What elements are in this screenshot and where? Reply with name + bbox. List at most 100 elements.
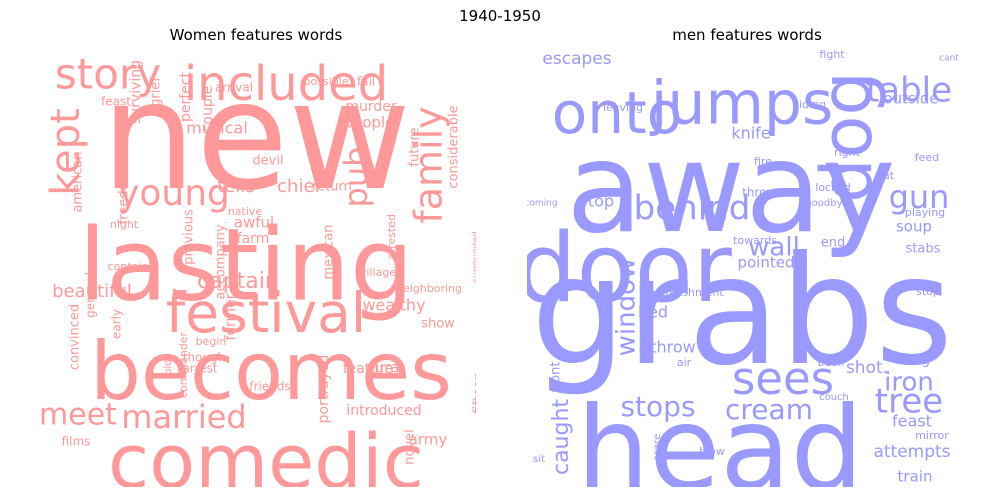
word-men-escapes: escapes xyxy=(542,49,611,69)
word-women-convinced: convinced xyxy=(68,304,83,370)
women-wordcloud-panel: new lasting becomes comedic festival included… xyxy=(36,47,476,487)
word-women-tells: tells xyxy=(217,176,255,197)
word-women-couple: couple xyxy=(200,86,216,133)
word-women-american: american xyxy=(71,152,86,213)
word-men-fire: fire xyxy=(754,155,772,168)
word-women-possible: possible xyxy=(303,75,348,88)
word-men-away: away xyxy=(566,116,895,261)
word-women-accompany: accompany xyxy=(214,224,229,299)
word-men-hiding: hiding xyxy=(792,98,826,111)
word-men-feast: feast xyxy=(892,412,932,431)
word-men-table: table xyxy=(866,71,952,111)
word-men-shot: shot. xyxy=(846,358,888,378)
word-women-contain: contain xyxy=(108,260,149,273)
word-men-caught: caught xyxy=(549,399,574,475)
word-men-coming: coming xyxy=(527,199,558,209)
word-men-cant: cant xyxy=(939,54,959,64)
word-men-fight: fight xyxy=(819,48,845,61)
word-women-awful: awful xyxy=(234,214,274,232)
word-men-leaving: leaving xyxy=(603,101,643,114)
word-women-night: night xyxy=(110,218,139,231)
word-women-show: show xyxy=(421,317,455,332)
word-men-stops: stops xyxy=(620,390,695,423)
word-women-though: though xyxy=(183,351,225,365)
right-wordcloud-title: men features words xyxy=(672,26,822,44)
word-men-soup: soup xyxy=(896,218,932,236)
word-women-previous: previous xyxy=(182,209,197,265)
word-women-old: old xyxy=(163,359,174,374)
word-women-friends: friends xyxy=(249,380,290,394)
word-men-outside: outside xyxy=(883,90,938,108)
word-men-cream: cream xyxy=(725,393,813,426)
word-men-thrown: thrown xyxy=(742,186,784,200)
word-women-rural: rural xyxy=(368,359,403,377)
word-men-stop: stop xyxy=(916,285,940,298)
word-men-front: front xyxy=(549,362,564,393)
word-women-begin: begin xyxy=(196,335,227,348)
word-men-pointed: pointed xyxy=(737,254,794,272)
word-women-freedom: freedom xyxy=(117,170,132,225)
word-women-people: people xyxy=(344,114,395,132)
word-men-bush: bush xyxy=(818,356,845,369)
word-women-surrounded: surrounded xyxy=(472,231,477,282)
word-women-films: films xyxy=(62,435,91,449)
word-women-feature: feature xyxy=(343,361,394,377)
word-men-tree: tree xyxy=(875,382,943,422)
word-women-pub: pub xyxy=(337,147,375,208)
word-men-stabs: stabs xyxy=(906,242,941,257)
word-men-mirror: mirror xyxy=(915,429,949,442)
word-men-jumps: jumps xyxy=(649,69,834,139)
word-men-knife: knife xyxy=(731,124,770,143)
word-women-beautiful: beautiful xyxy=(52,281,132,302)
word-women-captain: captain xyxy=(197,269,279,294)
word-women-commander: commander xyxy=(177,331,190,398)
word-men-towards: towards xyxy=(733,234,777,247)
word-women-village: village xyxy=(360,266,396,279)
word-women-arrest: arrest xyxy=(182,362,217,376)
word-men-window: window xyxy=(612,258,642,357)
word-men-train: train xyxy=(898,468,933,486)
word-men-couch: couch xyxy=(819,392,849,403)
word-women-mexican: mexican xyxy=(322,224,337,279)
word-men-onto: onto xyxy=(552,79,682,147)
word-men-behind: behind xyxy=(634,189,751,229)
word-women-early: early xyxy=(110,309,124,339)
word-women-future: future xyxy=(408,127,423,166)
word-men-locked: locked xyxy=(815,181,851,194)
word-men-right: right xyxy=(834,146,861,159)
word-women-married: married xyxy=(121,398,246,436)
word-men-scare: scare xyxy=(652,434,663,461)
word-men-gun: gun xyxy=(889,178,950,216)
word-women-general: general xyxy=(84,272,98,318)
word-men-bed: bed xyxy=(638,303,668,322)
word-men-door: door xyxy=(527,214,733,324)
word-women-arrested: arrested xyxy=(385,214,398,260)
word-women-comedic: comedic xyxy=(108,418,424,488)
word-men-playing: playing xyxy=(905,206,945,219)
word-women-portrayed: portrayed xyxy=(316,355,332,424)
word-women-neighboring: neighboring xyxy=(396,282,462,295)
word-men-dog: dog xyxy=(806,71,888,203)
left-wordcloud-title: Women features words xyxy=(169,26,343,44)
word-men-wall: wall xyxy=(748,233,800,263)
word-women-meet: meet xyxy=(39,398,117,433)
word-women-perfect: perfect xyxy=(178,71,194,121)
word-men-feed: feed xyxy=(915,151,939,164)
word-men-iron: iron xyxy=(884,368,934,398)
men-wordcloud-panel: grabs away head door jumps onto dog sees table be… xyxy=(527,47,967,487)
word-men-attempts: attempts xyxy=(873,442,950,462)
word-women-arrival: arrival xyxy=(215,81,253,95)
word-women-chief: chief xyxy=(277,176,321,197)
word-women-former: former xyxy=(223,293,239,340)
word-women-army: army xyxy=(409,431,448,449)
word-women-native: native xyxy=(228,205,263,218)
word-men-top: top xyxy=(588,192,614,211)
word-men-bag: bag xyxy=(904,352,930,368)
word-women-return: return xyxy=(312,180,352,195)
word-women-young: young xyxy=(118,173,230,214)
word-women-lasting: lasting xyxy=(78,206,413,323)
word-men-throw: throw xyxy=(650,338,696,357)
word-women-story: story xyxy=(55,50,161,99)
